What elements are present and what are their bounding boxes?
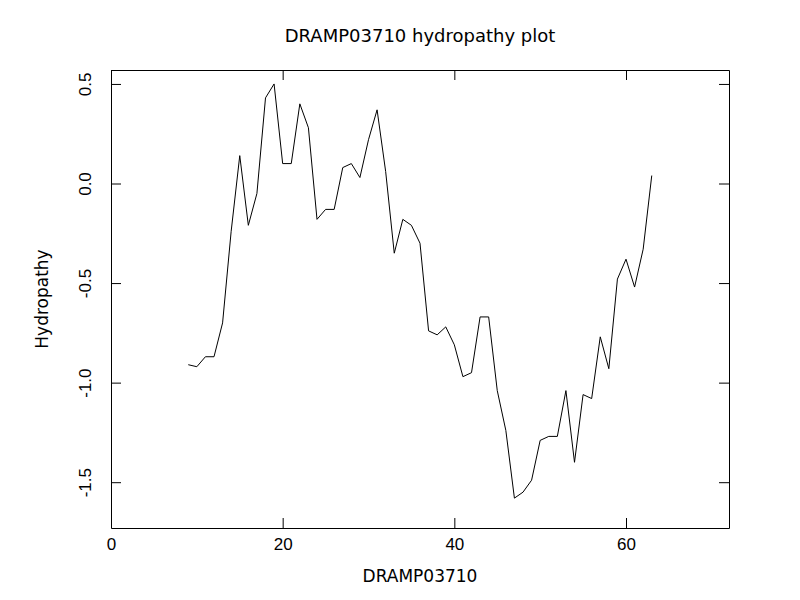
tick: [283, 70, 284, 80]
tick-mark: [719, 383, 729, 384]
tick-label: -0.5: [76, 269, 95, 298]
tick-label: -1.0: [76, 368, 95, 397]
tick: [626, 70, 627, 80]
tick: 0.5: [76, 73, 121, 97]
tick: 60: [617, 518, 636, 554]
tick-label: 60: [617, 535, 636, 554]
tick: [719, 84, 729, 85]
tick: [719, 184, 729, 185]
tick-mark: [111, 84, 121, 85]
tick: [719, 383, 729, 384]
tick-mark: [111, 184, 121, 185]
tick-label: 40: [445, 535, 464, 554]
tick: 40: [445, 518, 464, 554]
tick: 20: [274, 518, 293, 554]
x-axis-top: [112, 70, 730, 80]
y-axis-line: [111, 71, 112, 529]
chart: 0 20 40 60 -1.5 -1.0 -0.5 0.0 0.5 DRAMP03710 hydr…: [0, 0, 800, 600]
tick: -0.5: [76, 269, 121, 298]
y-axis-title: Hydropathy: [32, 249, 52, 348]
tick-mark: [111, 482, 121, 483]
tick-mark: [626, 70, 627, 80]
tick: [719, 283, 729, 284]
x-axis-line: [112, 528, 730, 529]
tick-mark: [111, 283, 121, 284]
tick-mark: [283, 70, 284, 80]
tick-mark: [283, 518, 284, 528]
y-axis-right-line: [729, 71, 730, 529]
tick-mark: [454, 70, 455, 80]
title: DRAMP03710 hydropathy plot: [285, 25, 556, 46]
x-axis-top-line: [112, 70, 730, 71]
tick: [719, 482, 729, 483]
tick-mark: [719, 84, 729, 85]
tick-label: 0.0: [76, 172, 95, 196]
tick: -1.0: [76, 368, 121, 397]
tick-label: 20: [274, 535, 293, 554]
tick-mark: [454, 518, 455, 528]
tick: [454, 70, 455, 80]
tick-mark: [719, 283, 729, 284]
tick-mark: [626, 518, 627, 528]
x-axis-title: DRAMP03710: [363, 566, 478, 586]
tick-label: -1.5: [76, 468, 95, 497]
tick: 0.0: [76, 172, 121, 196]
tick-label: 0.5: [76, 73, 95, 97]
y-axis-right: [719, 71, 730, 529]
y-axis: -1.5 -1.0 -0.5 0.0 0.5: [76, 71, 121, 529]
tick-label: 0: [107, 535, 116, 554]
plot-area: [188, 84, 652, 498]
tick-mark: [719, 184, 729, 185]
x-axis: 0 20 40 60: [107, 518, 730, 554]
tick-mark: [719, 482, 729, 483]
tick: -1.5: [76, 468, 121, 497]
hydropathy-line: [188, 84, 652, 498]
tick-mark: [111, 383, 121, 384]
